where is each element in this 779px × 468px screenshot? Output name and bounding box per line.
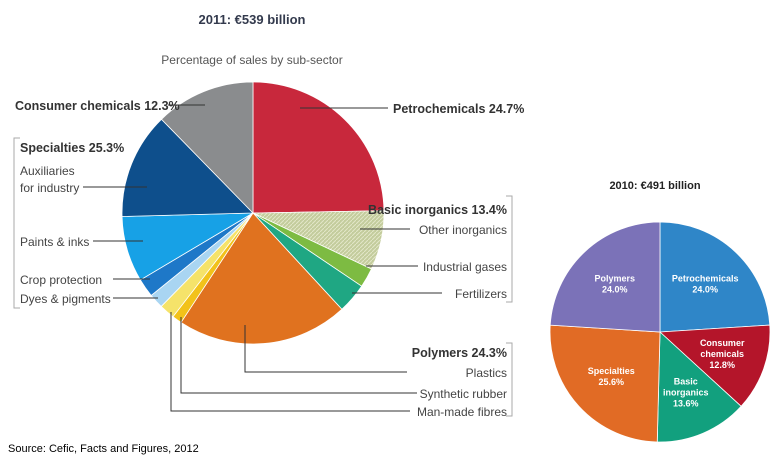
bracket-specialties [13,137,20,309]
label-dyes-pigments: Dyes & pigments [20,292,111,306]
label-auxiliaries-1: Auxiliaries [20,164,75,178]
pie-2010-label-specialties: Specialties 25.6% [588,366,635,387]
leader-synthetic-rubber [180,317,417,394]
bracket-polymers [506,342,513,417]
bracket-basic-inorganics [506,195,513,303]
pie-2010-slice-basic-inorganics [656,331,742,443]
pie-2011-title: 2011: €539 billion [199,12,306,27]
label-petrochemicals: Petrochemicals 24.7% [393,102,524,116]
leader-plastics [244,325,407,373]
pie-2011-slice-auxiliaries-for-industry [121,118,254,217]
label-crop-protection: Crop protection [20,273,102,287]
pie-2010: Petrochemicals 24.0% Consumer chemicals 12.8… [549,221,771,443]
pie-2010-label-petrochemicals: Petrochemicals 24.0% [672,273,739,294]
pie-2010-label-basic-inorganics: Basic inorganics 13.6% [663,377,709,409]
pie-2010-label-polymers: Polymers 24.0% [595,273,636,294]
label-auxiliaries-2: for industry [20,181,79,195]
label-manmade-fibres: Man-made fibres [417,405,507,419]
pie-2011-slice-plastics [180,212,343,345]
source-note: Source: Cefic, Facts and Figures, 2012 [8,443,199,455]
pie-2010-slice-consumer-chemicals [659,324,771,407]
pie-2011-subtitle: Percentage of sales by sub-sector [161,53,342,67]
pie-2010-slice-specialties [549,324,661,443]
label-specialties: Specialties 25.3% [20,141,124,155]
leader-manmade [170,312,410,412]
pie-2010-slice-petrochemicals [659,221,771,333]
label-other-inorganics: Other inorganics [419,223,507,237]
label-fertilizers: Fertilizers [455,287,507,301]
label-basic-inorganics: Basic inorganics 13.4% [368,203,507,217]
pie-2010-label-consumer-chemicals: Consumer chemicals 12.8% [700,338,745,370]
pie-2010-title: 2010: €491 billion [609,180,700,192]
pie-2011-slice-petrochemicals [252,81,385,214]
label-industrial-gases: Industrial gases [423,260,507,274]
label-polymers: Polymers 24.3% [412,346,507,360]
leader-lines [13,104,513,417]
pie-2011-slice-consumer-chemicals [160,81,254,214]
pie-2011 [121,81,385,345]
label-paints-inks: Paints & inks [20,235,89,249]
pie-2010-slice-polymers [549,221,661,333]
label-synthetic-rubber: Synthetic rubber [420,387,507,401]
label-consumer-chemicals: Consumer chemicals 12.3% [15,99,180,113]
label-plastics: Plastics [466,366,507,380]
